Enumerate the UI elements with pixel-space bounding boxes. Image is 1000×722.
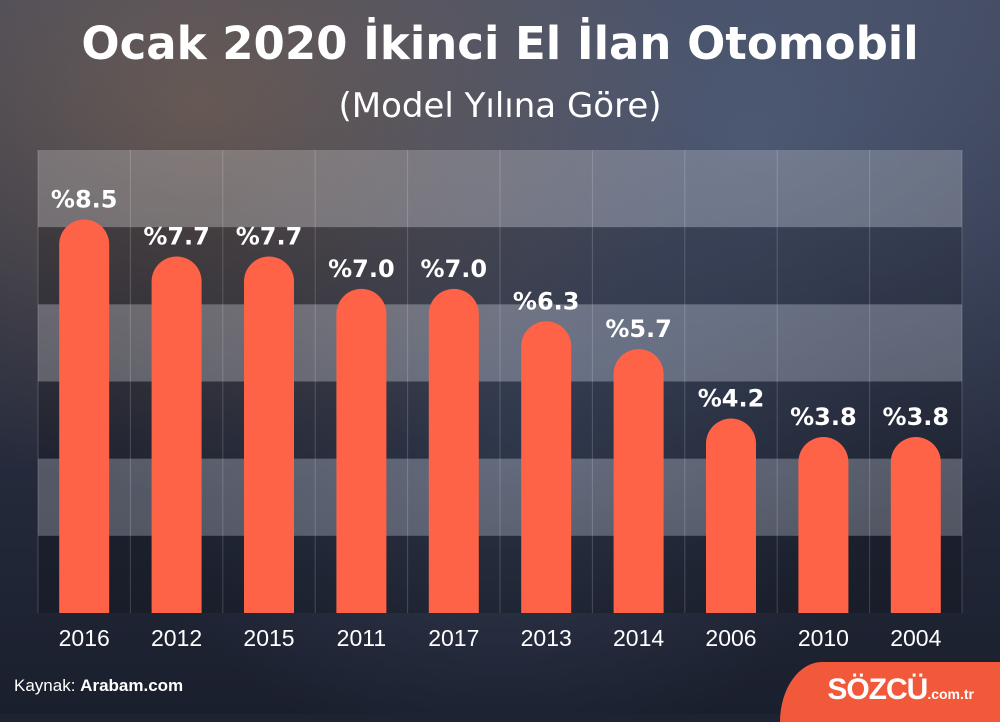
logo-text: SÖZCÜ — [827, 673, 928, 706]
value-labels: %8.5 %7.7 %7.7 %7.0 %7.0 %6.3 %5.7 %4.2 %3.8 %3.8 — [51, 185, 949, 431]
x-tick-2016: 2016 — [59, 625, 110, 651]
bar-2010 — [798, 437, 849, 613]
x-tick-2013: 2013 — [521, 625, 572, 651]
x-tick-2010: 2010 — [798, 625, 849, 651]
bar-2006 — [706, 418, 756, 613]
value-label-2013: %6.3 — [513, 287, 580, 315]
bar-2016 — [59, 219, 110, 613]
bar-2015 — [244, 256, 294, 613]
source-note: Kaynak: Arabam.com — [14, 676, 183, 696]
grid-band — [38, 150, 962, 228]
source-name: Arabam.com — [80, 676, 184, 695]
value-label-2006: %4.2 — [698, 385, 765, 413]
bar-2011 — [336, 288, 387, 613]
x-tick-2006: 2006 — [705, 625, 756, 651]
x-tick-2004: 2004 — [890, 625, 941, 651]
logo-domain: .com.tr — [927, 686, 974, 702]
bars — [59, 219, 941, 613]
value-label-2004: %3.8 — [883, 403, 950, 431]
x-tick-2011: 2011 — [337, 625, 386, 651]
value-label-2010: %3.8 — [790, 403, 857, 431]
value-label-2016: %8.5 — [51, 185, 118, 213]
value-label-2012: %7.7 — [143, 222, 210, 250]
value-label-2014: %5.7 — [605, 315, 672, 343]
source-prefix: Kaynak: — [14, 676, 76, 695]
bar-2004 — [890, 437, 941, 613]
value-label-2015: %7.7 — [236, 222, 303, 250]
bar-2012 — [151, 256, 202, 613]
bar-2014 — [613, 349, 664, 613]
sozcu-logo: SÖZCÜ.com.tr — [827, 673, 974, 711]
logo-background — [780, 662, 1000, 722]
value-label-2017: %7.0 — [421, 255, 488, 283]
x-tick-labels: 2016 2012 2015 2011 2017 2013 2014 2006 2010 2004 — [59, 625, 942, 651]
bar-2017 — [428, 288, 479, 613]
chart-subtitle: (Model Yılına Göre) — [338, 86, 662, 126]
value-label-2011: %7.0 — [328, 255, 395, 283]
x-tick-2015: 2015 — [243, 625, 294, 651]
x-tick-2014: 2014 — [613, 625, 664, 651]
chart-title: Ocak 2020 İkinci El İlan Otomobil — [81, 17, 919, 70]
x-tick-2012: 2012 — [151, 625, 202, 651]
bar-2013 — [521, 321, 572, 613]
x-tick-2017: 2017 — [428, 625, 479, 651]
